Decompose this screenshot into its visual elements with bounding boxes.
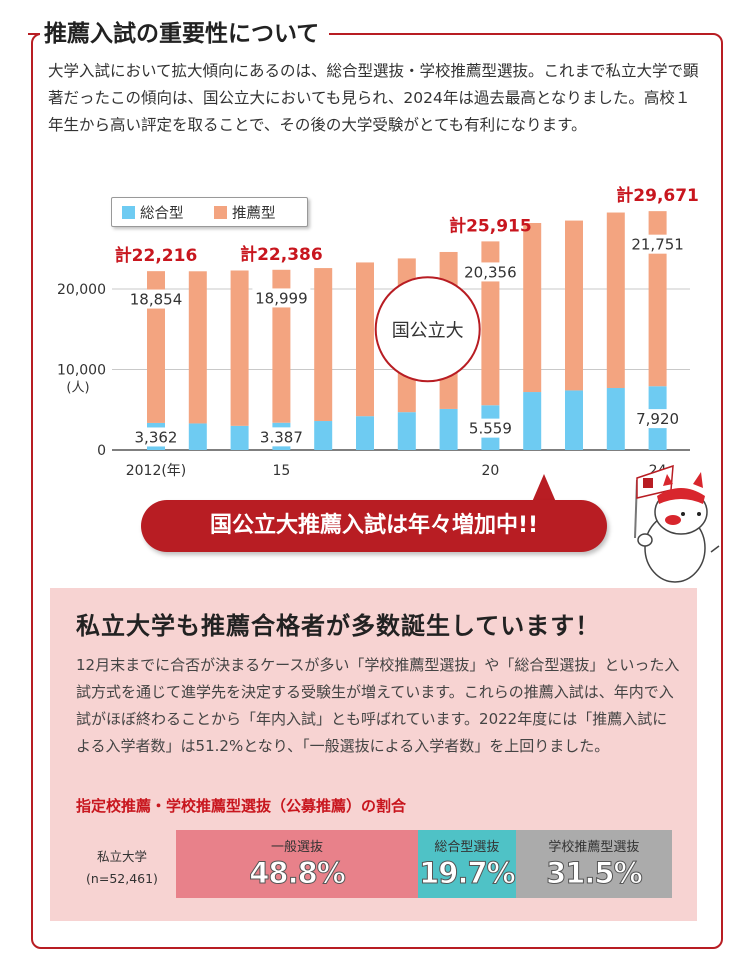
x-tick-label: 20 xyxy=(481,463,499,479)
value-label: 3,362 xyxy=(135,428,178,446)
panel-title: 私立大学も推薦合格者が多数誕生しています！ xyxy=(76,612,601,640)
bar-sogo xyxy=(314,421,333,450)
bar-sogo xyxy=(230,425,249,450)
bar-suisen xyxy=(356,262,374,417)
chart-legend: 総合型 推薦型 xyxy=(111,197,308,227)
segment-percent: 31.5% xyxy=(546,856,644,891)
bar-sogo xyxy=(397,412,416,450)
total-label: 計22,386 xyxy=(240,244,323,265)
value-label-bg xyxy=(131,427,181,447)
value-label-bg xyxy=(256,427,306,447)
value-label: 3.387 xyxy=(260,428,303,446)
bar-suisen xyxy=(648,211,667,387)
bar-suisen xyxy=(230,270,249,426)
banner-tail xyxy=(532,474,556,502)
legend-label-suisen: 推薦型 xyxy=(232,206,276,222)
bar-sogo xyxy=(565,390,583,450)
annotation-label: 国公立大 xyxy=(392,320,464,341)
bar-suisen xyxy=(188,271,207,424)
annotation-circle xyxy=(374,276,481,383)
bar-sogo xyxy=(356,416,374,450)
intro-text: 大学入試において拡大傾向にあるのは、総合型選抜・学校推薦型選抜。これまで私立大学… xyxy=(48,62,699,134)
bar-sogo xyxy=(523,392,542,450)
y-tick-label: 10,000 xyxy=(57,363,106,379)
title-marker xyxy=(28,33,42,35)
x-tick-label: 15 xyxy=(272,463,290,479)
highlight-banner: 国公立大推薦入試は年々増加中!! xyxy=(141,500,607,552)
bar-suisen xyxy=(481,241,500,406)
legend-swatch-suisen xyxy=(214,206,227,219)
row-label-n: (n=52,461) xyxy=(86,871,158,886)
bar-sogo xyxy=(188,423,207,450)
value-label: 18,854 xyxy=(130,291,183,309)
bar-suisen xyxy=(147,271,165,423)
value-label: 7,920 xyxy=(636,410,679,428)
mascot-illustration xyxy=(634,464,720,583)
bar-suisen xyxy=(565,220,583,391)
bar-sogo xyxy=(439,408,458,450)
row-label-name: 私立大学 xyxy=(96,849,147,864)
segment-percent: 19.7% xyxy=(419,856,517,891)
chart-svg: 010,00020,000(人)2012(年)152024国公立大3,36218… xyxy=(57,185,699,479)
segment-label: 総合型選抜 xyxy=(434,840,500,855)
legend-label-sogo: 総合型 xyxy=(140,206,184,222)
value-label-bg xyxy=(465,418,515,438)
value-label: 21,751 xyxy=(631,236,684,254)
bar-suisen xyxy=(606,212,625,389)
total-label: 計25,915 xyxy=(449,215,532,236)
segment-ippan: 一般選抜 48.8% xyxy=(176,830,419,898)
bar-sogo xyxy=(606,388,625,450)
ratio-row-label: 私立大学 (n=52,461) xyxy=(70,846,174,890)
panel-text: 12月末までに合否が決まるケースが多い「学校推薦型選抜」や「総合型選抜」といった… xyxy=(76,656,680,755)
value-label: 18,999 xyxy=(255,289,308,307)
y-tick-label: 0 xyxy=(97,443,106,459)
bar-suisen xyxy=(314,268,333,422)
value-label-bg xyxy=(127,289,185,309)
y-tick-label: 20,000 xyxy=(57,282,106,298)
segment-gakko: 学校推薦型選抜 31.5% xyxy=(515,830,672,898)
segment-sogo: 総合型選抜 19.7% xyxy=(418,830,516,898)
segment-label: 一般選抜 xyxy=(271,840,324,855)
bar-suisen xyxy=(523,222,542,393)
legend-swatch-sogo xyxy=(122,206,135,219)
bar-suisen xyxy=(272,269,291,423)
total-label: 計29,671 xyxy=(616,185,699,206)
ratio-subtitle: 指定校推薦・学校推薦型選抜（公募推薦）の割合 xyxy=(76,797,407,815)
value-label-bg xyxy=(628,234,687,254)
value-label-bg xyxy=(252,288,311,308)
segment-percent: 48.8% xyxy=(249,856,347,891)
page-title: 推薦入試の重要性について xyxy=(40,14,330,48)
segment-label: 学校推薦型選抜 xyxy=(548,840,640,855)
value-label: 5.559 xyxy=(469,420,512,438)
y-axis-label: (人) xyxy=(66,381,89,396)
section-frame xyxy=(31,33,723,949)
value-label: 20,356 xyxy=(464,263,517,281)
value-label-bg xyxy=(633,409,683,429)
x-tick-label: 2012(年) xyxy=(126,463,187,479)
total-label: 計22,216 xyxy=(115,245,198,266)
value-label-bg xyxy=(461,262,520,282)
